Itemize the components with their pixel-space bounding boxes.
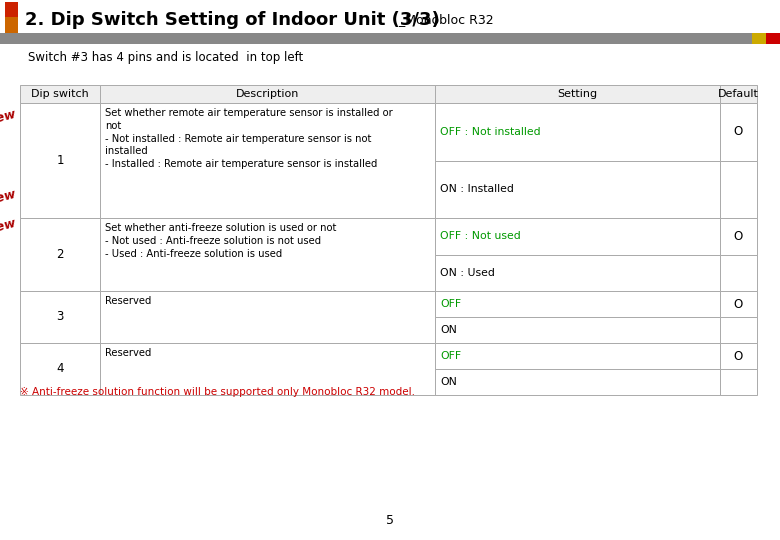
Text: O: O [734,230,743,243]
Text: OFF : Not installed: OFF : Not installed [440,127,541,137]
Text: New: New [0,107,18,127]
Bar [5,2,18,17]
Text: OFF : Not used: OFF : Not used [440,231,521,241]
Text: OFF: OFF [440,351,461,361]
Text: Default: Default [718,89,759,99]
Bar [720,254,757,291]
Text: Dip switch: Dip switch [31,89,89,99]
Bar [5,17,18,33]
Bar [20,218,100,291]
Text: ON : Used: ON : Used [440,268,495,278]
Bar [435,369,720,395]
Bar [0,33,780,44]
Bar [720,160,757,218]
Text: 3: 3 [56,310,64,323]
Text: Description: Description [236,89,300,99]
Bar [20,291,100,343]
Text: O: O [734,349,743,362]
Text: Set whether remote air temperature sensor is installed or
not
- Not installed : : Set whether remote air temperature senso… [105,108,393,169]
Bar [100,85,435,103]
Text: New: New [0,187,18,208]
Bar [100,218,435,291]
Bar [720,103,757,160]
Text: Switch #3 has 4 pins and is located  in top left: Switch #3 has 4 pins and is located in t… [28,51,303,64]
Text: 4: 4 [56,362,64,375]
Text: _Monobloc R32: _Monobloc R32 [395,14,494,26]
Text: Reserved: Reserved [105,296,151,306]
Bar [435,291,720,317]
Bar [20,85,100,103]
Bar [435,317,720,343]
Bar [720,85,757,103]
Bar [720,291,757,317]
Text: ※ Anti-freeze solution function will be supported only Monobloc R32 model.: ※ Anti-freeze solution function will be … [20,387,415,397]
Text: Set whether anti-freeze solution is used or not
- Not used : Anti-freeze solutio: Set whether anti-freeze solution is used… [105,223,336,259]
Bar [20,343,100,395]
Bar [435,160,720,218]
Bar [100,103,435,218]
Bar [720,369,757,395]
Bar [720,343,757,369]
Text: ON: ON [440,325,457,335]
Bar [720,317,757,343]
Text: New: New [0,217,18,238]
Text: OFF: OFF [440,299,461,309]
Bar [752,33,766,44]
Text: ON: ON [440,377,457,387]
Text: O: O [734,125,743,138]
Text: 2: 2 [56,248,64,261]
Text: ON : Installed: ON : Installed [440,184,514,194]
Bar [435,254,720,291]
Bar [720,218,757,254]
Bar [766,33,780,44]
Text: Reserved: Reserved [105,348,151,358]
Text: Setting: Setting [558,89,597,99]
Bar [435,343,720,369]
Text: 1: 1 [56,154,64,167]
Bar [20,103,100,218]
Bar [435,103,720,160]
Bar [435,85,720,103]
Text: 2. Dip Switch Setting of Indoor Unit (3/3): 2. Dip Switch Setting of Indoor Unit (3/… [25,11,440,29]
Text: 5: 5 [386,514,394,526]
Text: O: O [734,298,743,310]
Bar [100,291,435,343]
Bar [100,343,435,395]
Bar [435,218,720,254]
